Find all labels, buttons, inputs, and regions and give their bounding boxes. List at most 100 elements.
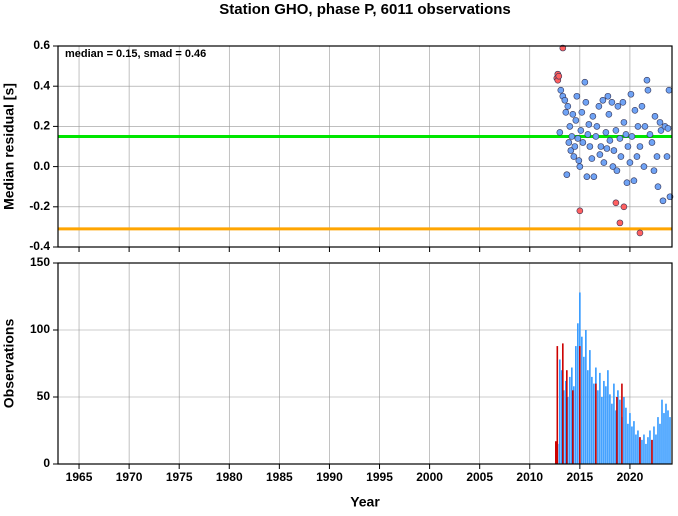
bar [607, 370, 609, 464]
bar [597, 390, 599, 464]
y-axis-title: Observations [1, 319, 17, 409]
point [622, 131, 630, 138]
bar [653, 426, 655, 464]
point [595, 103, 603, 110]
point [561, 96, 569, 104]
point [600, 159, 608, 166]
point [605, 111, 613, 118]
point [565, 139, 573, 146]
y-tick-label: 100 [30, 322, 50, 336]
point [593, 123, 601, 130]
x-tick-label: 2015 [566, 470, 593, 484]
x-tick-label: 1995 [366, 470, 393, 484]
point [616, 135, 624, 142]
point [557, 86, 565, 94]
bar [611, 403, 613, 464]
point [555, 72, 563, 80]
point [644, 86, 652, 94]
bar [581, 336, 583, 464]
point [572, 117, 580, 124]
point [617, 153, 625, 160]
point [610, 147, 618, 154]
bar [567, 397, 569, 464]
bar [591, 376, 593, 464]
bar [665, 403, 667, 464]
bar [639, 437, 641, 464]
point [584, 131, 592, 138]
point [636, 143, 644, 150]
point [597, 143, 605, 150]
point [653, 153, 661, 160]
bar [663, 413, 665, 464]
x-tick-label: 2020 [617, 470, 644, 484]
y-tick-label: 0 [43, 456, 50, 470]
bar [669, 417, 671, 464]
point [612, 199, 620, 207]
bar [579, 346, 581, 464]
bar [605, 386, 607, 464]
x-tick-label: 2010 [516, 470, 543, 484]
point [564, 103, 572, 110]
point [631, 107, 639, 114]
point [575, 157, 583, 164]
point [648, 139, 656, 146]
bar [627, 423, 629, 464]
point [612, 127, 620, 134]
bar [573, 386, 575, 464]
point [569, 111, 577, 118]
point [581, 78, 589, 86]
chart-title: Station GHO, phase P, 6011 observations [219, 1, 511, 18]
point [602, 129, 610, 136]
point [562, 109, 570, 116]
point [641, 123, 649, 130]
point [578, 109, 586, 116]
bar [577, 323, 579, 464]
point [623, 179, 631, 186]
x-tick-label: 2000 [416, 470, 443, 484]
bar [635, 434, 637, 464]
point [576, 163, 584, 170]
bar [621, 383, 623, 464]
bar [603, 380, 605, 464]
point [663, 153, 671, 160]
bar [569, 376, 571, 464]
bar [661, 399, 663, 464]
point [664, 125, 672, 132]
y-tick-label: 150 [30, 255, 50, 269]
point [563, 171, 571, 178]
bar [565, 380, 567, 464]
point [614, 103, 622, 110]
bar [563, 390, 565, 464]
point [656, 119, 664, 126]
bar [615, 410, 617, 464]
point [577, 127, 585, 134]
point [628, 133, 636, 140]
point [636, 229, 644, 237]
bar [616, 397, 618, 464]
bar [633, 421, 635, 464]
bar [637, 430, 639, 464]
plot-frame [57, 262, 673, 465]
point [608, 98, 616, 106]
bar [641, 439, 643, 464]
x-tick-label: 1975 [166, 470, 193, 484]
y-tick-label: -0.4 [29, 239, 50, 253]
y-tick-label: 0.4 [33, 78, 50, 92]
point [640, 163, 648, 170]
bar [562, 343, 564, 464]
bar [566, 370, 568, 464]
point [613, 167, 621, 174]
y-axis-title: Median residual [s] [1, 83, 17, 210]
point [606, 137, 614, 144]
point [574, 135, 582, 142]
point [590, 173, 598, 180]
bar [601, 397, 603, 464]
y-tick-label: -0.2 [29, 199, 50, 213]
point [620, 119, 628, 126]
bar [572, 390, 574, 464]
point [654, 183, 662, 190]
point [624, 143, 632, 150]
point [589, 113, 597, 120]
point [651, 113, 659, 120]
